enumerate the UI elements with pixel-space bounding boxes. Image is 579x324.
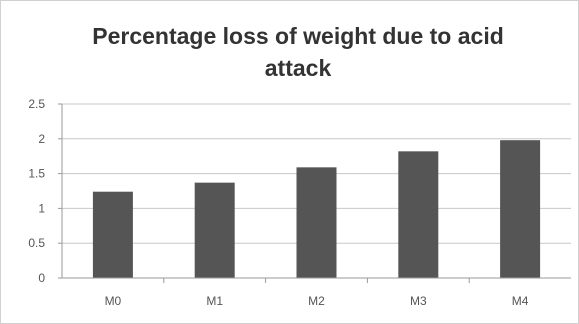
y-tick-label: 0	[38, 271, 45, 285]
bars	[92, 140, 541, 278]
x-tick-label: M2	[308, 294, 325, 308]
chart-title-line-1: Percentage loss of weight due to acid	[92, 23, 504, 49]
y-tick-label: 0.5	[28, 236, 45, 250]
x-axis-ticks: M0 M1 M2 M3 M4	[105, 278, 529, 308]
x-tick-label: M4	[512, 294, 529, 308]
y-tick-label: 2.5	[28, 97, 45, 111]
bar-m4	[500, 140, 541, 278]
bar-m1	[194, 182, 235, 278]
y-tick-label: 2	[38, 132, 45, 146]
x-tick-label: M0	[105, 294, 122, 308]
bar-m0	[92, 191, 133, 278]
chart-title-line-2: attack	[265, 55, 332, 81]
y-tick-label: 1.5	[28, 167, 45, 181]
y-tick-label: 1	[38, 201, 45, 215]
bar-m2	[296, 167, 337, 278]
x-tick-label: M1	[206, 294, 223, 308]
x-tick-label: M3	[410, 294, 427, 308]
bar-m3	[398, 151, 439, 278]
y-axis-ticks: 0 0.5 1 1.5 2 2.5	[28, 97, 62, 285]
